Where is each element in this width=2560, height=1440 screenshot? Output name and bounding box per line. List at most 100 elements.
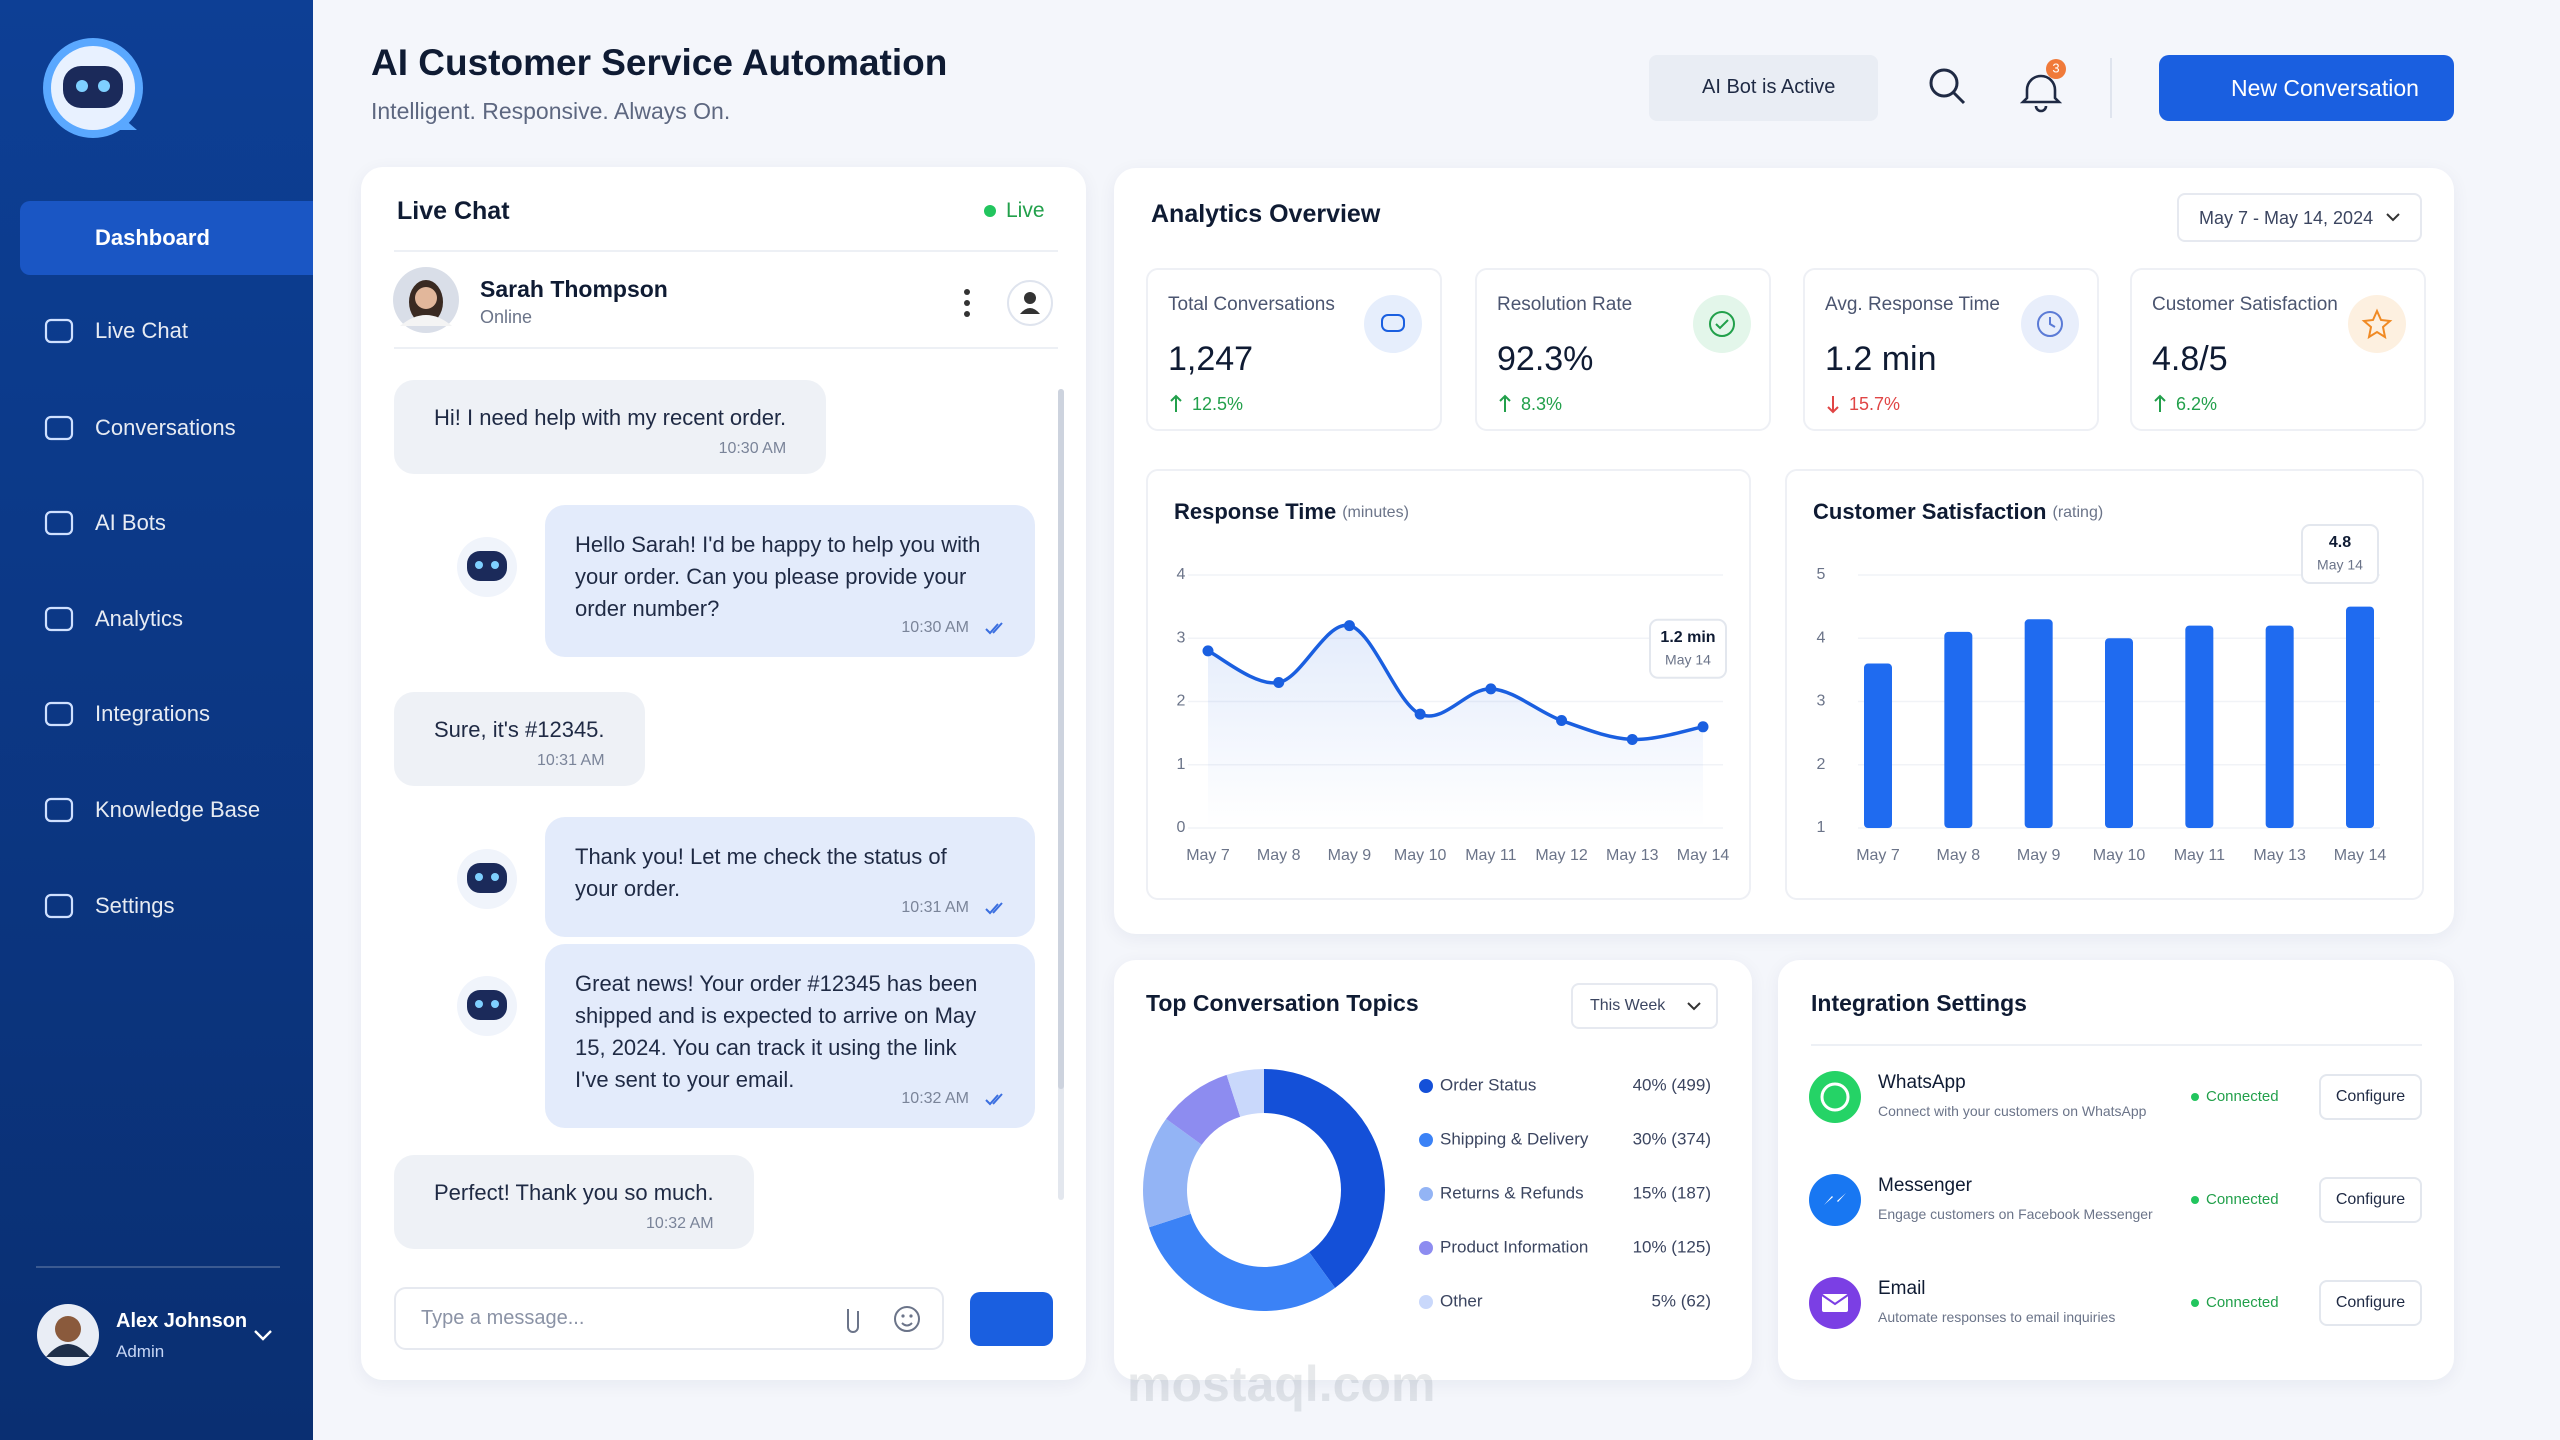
nav-item[interactable]: Analytics [20,582,313,656]
kpi-value: 92.3% [1497,340,1594,378]
kpi-change: 15.7% [1849,394,1901,414]
message-time: 10:30 AM [718,440,787,457]
user-message: Hi! I need help with my recent order. 10:… [394,380,827,474]
new-conversation-button[interactable]: New Conversation [2159,55,2454,121]
bell-icon-part [2046,59,2066,79]
nav-item[interactable]: AI Bots [20,486,313,560]
nav-item[interactable]: Live Chat [20,294,313,368]
message-time: 10:30 AM [575,619,1007,637]
bell-icon [2019,59,2066,113]
configure-label: Configure [2335,1088,2406,1105]
read-check [985,1093,1003,1106]
kpi-label: Total Conversations [1168,294,1335,315]
message-time: 10:31 AM [536,752,605,769]
nav-label: Live Chat [95,318,188,343]
configure-label: Configure [2335,1191,2406,1208]
search-icon [1929,68,1966,105]
integrations-title: Integration Settings [1811,990,2027,1016]
chart-card [1785,469,2424,900]
kpi-card: Resolution Rate 92.3% 8.3% [1475,268,1771,431]
read-check [985,622,1003,635]
message-text: Sure, it's #12345. [434,717,605,742]
configure-label: Configure [2335,1294,2406,1311]
nav-item[interactable]: Settings [20,869,313,943]
user-role: Admin [116,1342,165,1361]
bot-message: Great news! Your order #12345 has been s… [545,944,1035,1128]
page-title: AI Customer Service Automation [371,42,948,83]
notification-count: 3 [2052,60,2059,75]
nav-item[interactable]: Conversations [20,391,313,465]
watermark: mostaql.com [1127,1356,1436,1412]
kpi-card: Avg. Response Time 1.2 min 15.7% [1803,268,2099,431]
integration-status: Connected [2206,1294,2279,1311]
period-select[interactable] [1571,983,1718,1029]
contact-name: Sarah Thompson [480,276,668,302]
input-placeholder: Type a message... [421,1307,585,1329]
configure-button[interactable]: Configure [2319,1074,2422,1120]
bot-status: AI Bot is Active [1649,55,1878,121]
kpi-label: Avg. Response Time [1825,294,2000,315]
page-subtitle: Intelligent. Responsive. Always On. [371,98,731,124]
nav-label: Analytics [95,606,184,631]
message-text: Hello Sarah! I'd be happy to help you wi… [575,532,981,621]
send-button[interactable] [970,1292,1053,1346]
integrations-card [1778,960,2454,1380]
search-icon-part [1952,91,1966,105]
kpi-label: Customer Satisfaction [2152,294,2338,315]
integration-description: Engage customers on Facebook Messenger [1878,1206,2153,1222]
nav-label: Settings [95,893,175,918]
kpi-value: 1,247 [1168,340,1254,378]
nav-label: Conversations [95,415,236,440]
message-text: Great news! Your order #12345 has been s… [575,971,978,1092]
user-message: Perfect! Thank you so much. 10:32 AM [394,1155,754,1249]
search-icon-part [1929,68,1959,98]
message-time: 10:32 AM [646,1215,714,1232]
nav-label: Dashboard [95,225,210,250]
read-check [985,902,1003,915]
bot-status-text: AI Bot is Active [1702,76,1836,98]
kpi-label: Resolution Rate [1497,294,1633,315]
bot-message: Hello Sarah! I'd be happy to help you wi… [545,505,1035,657]
bell-icon-part [2019,74,2063,104]
kpi-card: Customer Satisfaction 4.8/5 6.2% [2130,268,2426,431]
integration-status: Connected [2206,1088,2279,1105]
date-range-text: May 7 - May 14, 2024 [2199,208,2374,228]
chart-card [1146,469,1751,900]
integration-description: Automate responses to email inquiries [1878,1309,2116,1325]
bell-icon-part [2034,105,2048,113]
integration-name: Messenger [1878,1175,1972,1196]
nav-label: Integrations [95,701,210,726]
integration-name: WhatsApp [1878,1072,1966,1093]
kpi-change: 8.3% [1521,394,1563,414]
contact-status: Online [480,307,533,327]
message-time: 10:31 AM [575,899,1007,917]
nav-label: Knowledge Base [95,797,261,822]
analytics-title: Analytics Overview [1151,200,1381,228]
message-text: Hi! I need help with my recent order. [434,405,787,430]
configure-button[interactable]: Configure [2319,1280,2422,1326]
kpi-change: 12.5% [1192,394,1244,414]
nav-item[interactable]: Knowledge Base [20,773,313,847]
message-time: 10:32 AM [575,1090,1007,1108]
configure-button[interactable]: Configure [2319,1177,2422,1223]
live-chat-title: Live Chat [397,197,510,225]
integration-name: Email [1878,1278,1926,1299]
message-text: Perfect! Thank you so much. [434,1180,714,1205]
integration-description: Connect with your customers on WhatsApp [1878,1103,2147,1119]
nav-item[interactable]: Dashboard [20,201,313,275]
date-range[interactable]: May 7 - May 14, 2024 [2177,193,2422,242]
message-input[interactable]: Type a message... [394,1287,944,1350]
live-status: Live [1006,199,1045,222]
nav-item[interactable]: Integrations [20,677,313,751]
kpi-value: 1.2 min [1825,340,1937,378]
bot-message: Thank you! Let me check the status of yo… [545,817,1035,937]
new-conversation-label: New Conversation [2231,75,2419,101]
user-message: Sure, it's #12345. 10:31 AM [394,692,645,786]
nav-label: AI Bots [95,510,166,535]
integration-status: Connected [2206,1191,2279,1208]
user-name: Alex Johnson [116,1310,248,1332]
kpi-value: 4.8/5 [2152,340,2228,378]
message-text: Thank you! Let me check the status of yo… [575,844,947,901]
kpi-change: 6.2% [2176,394,2218,414]
